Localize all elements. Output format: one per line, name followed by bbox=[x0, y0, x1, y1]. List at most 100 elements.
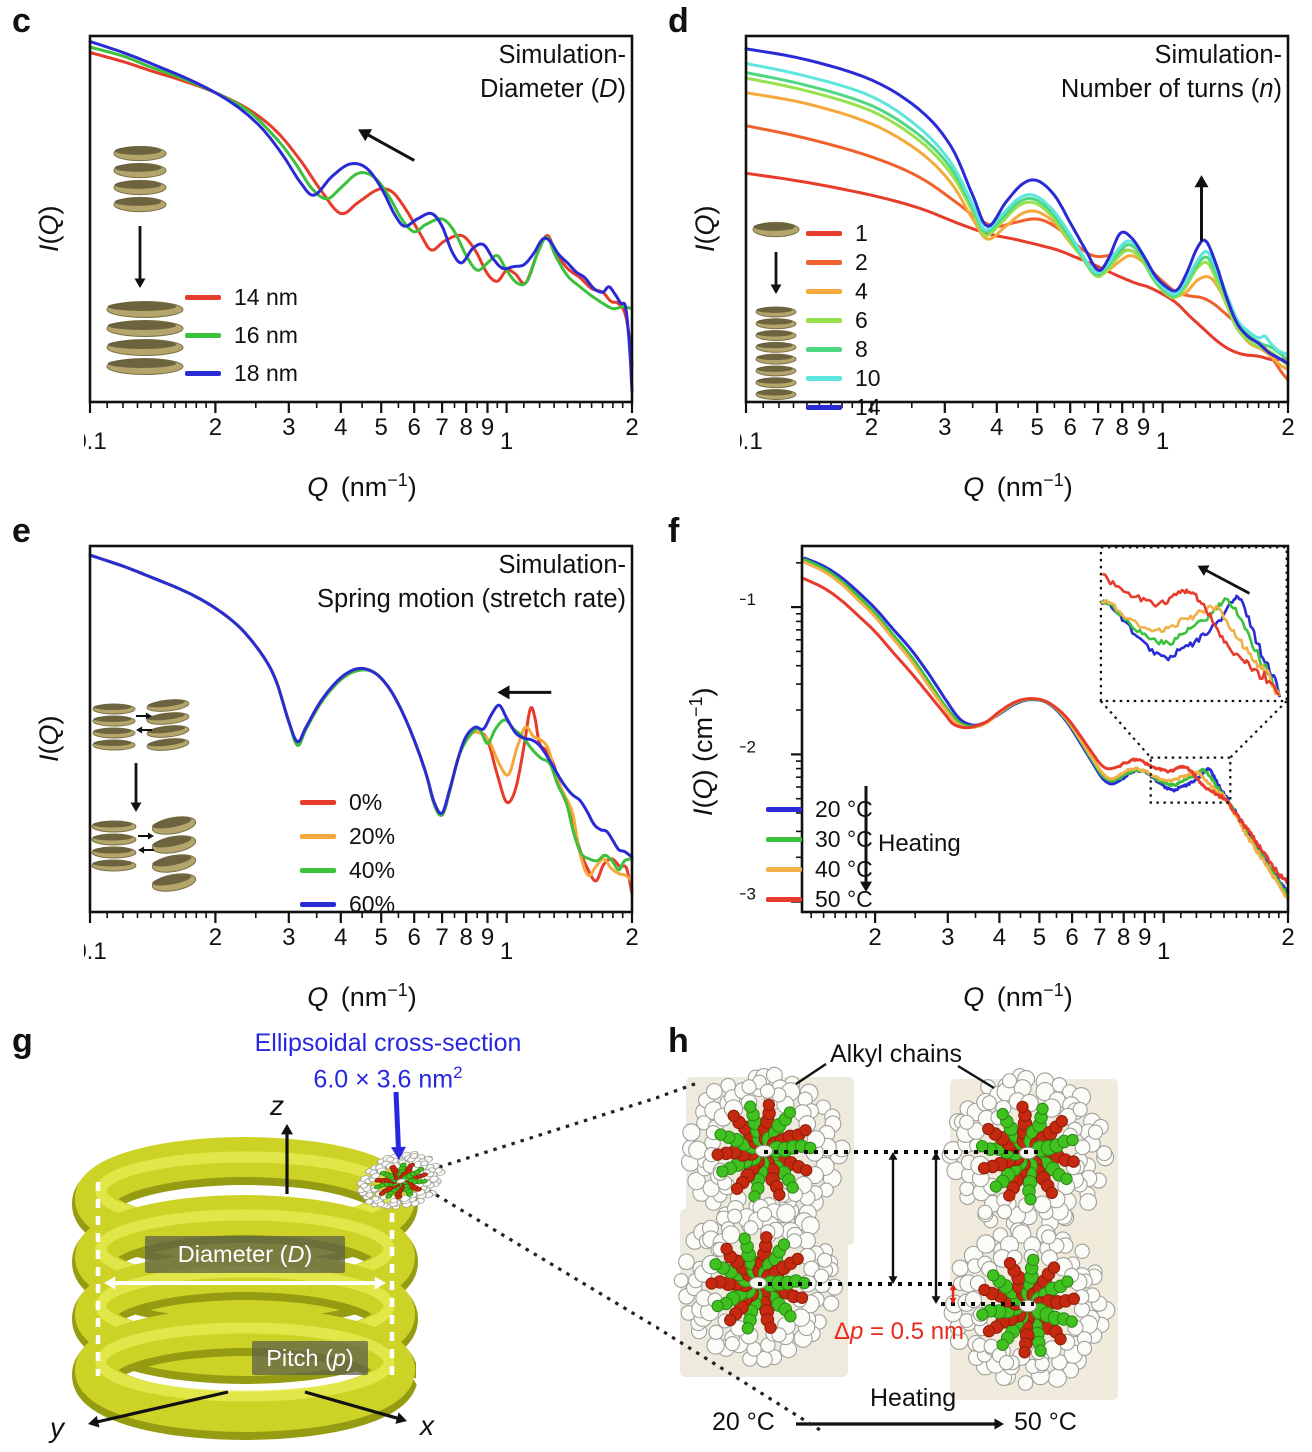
arrowhead bbox=[374, 1276, 386, 1290]
x-axis-label: Q (nm−1) bbox=[963, 470, 1073, 502]
panel-letter-e: e bbox=[12, 512, 31, 550]
alkyl-chains-label: Alkyl chains bbox=[830, 1040, 962, 1068]
x-axis-label: x bbox=[420, 1410, 434, 1441]
x-tick-label: 4 bbox=[334, 414, 347, 441]
x-tick-label: 2 bbox=[209, 924, 222, 951]
x-tick-label: 1 bbox=[500, 938, 513, 965]
legend-swatch bbox=[806, 376, 842, 381]
x-tick-label: 9 bbox=[481, 414, 494, 441]
x-tick-label: 2 bbox=[1281, 924, 1294, 951]
legend-turns: 1 2 4 6 8 10 14 bbox=[806, 220, 881, 421]
x-tick-label: 3 bbox=[282, 924, 295, 951]
x-tick-label: 8 bbox=[1116, 414, 1129, 441]
y-tick-label: 10−2 bbox=[740, 737, 756, 769]
x-tick-label: 0.1 bbox=[84, 428, 107, 455]
legend-item: 16 nm bbox=[185, 322, 298, 349]
legend-label: 20% bbox=[349, 823, 396, 849]
legend-swatch bbox=[766, 807, 802, 812]
x-tick-label: 5 bbox=[1033, 924, 1046, 951]
x-tick-label: 5 bbox=[375, 414, 388, 441]
molecular-cross-section bbox=[673, 1198, 843, 1368]
legend-item: 30 °C bbox=[766, 826, 873, 853]
chart-title: Simulation- Diameter (D) bbox=[480, 41, 626, 103]
legend-swatch bbox=[806, 289, 842, 294]
x-tick-label: 2 bbox=[1281, 414, 1294, 441]
molecular-cross-section bbox=[943, 1222, 1116, 1391]
x-tick-label: 8 bbox=[460, 414, 473, 441]
spring-icon bbox=[755, 306, 797, 400]
series-50-C bbox=[800, 576, 1290, 885]
legend-swatch bbox=[806, 318, 842, 323]
molecular-cross-section bbox=[941, 1068, 1115, 1238]
legend-item: 10 bbox=[806, 365, 881, 392]
arrowhead bbox=[949, 1284, 957, 1291]
arrowhead bbox=[395, 1412, 407, 1424]
arrowhead bbox=[888, 1276, 898, 1284]
legend-label: 50 °C bbox=[815, 886, 873, 912]
x-tick-label: 5 bbox=[1031, 414, 1044, 441]
legend-item: 60% bbox=[300, 891, 395, 918]
legend-swatch bbox=[806, 260, 842, 265]
arrowhead bbox=[145, 712, 152, 720]
x-tick-label: 1 bbox=[1156, 428, 1169, 455]
arrow-line bbox=[94, 1390, 229, 1425]
arrowhead bbox=[860, 881, 872, 892]
series-16-nm bbox=[88, 45, 634, 311]
arrowhead bbox=[147, 832, 154, 840]
legend-label: 1 bbox=[855, 220, 868, 246]
panel-letter-d: d bbox=[668, 2, 689, 40]
series-1 bbox=[744, 171, 1290, 362]
heating-label: Heating bbox=[870, 1384, 957, 1412]
legend-item: 2 bbox=[806, 249, 881, 276]
arrow-line bbox=[304, 1390, 402, 1421]
legend-label: 40 °C bbox=[815, 856, 873, 882]
legend-swatch bbox=[300, 902, 336, 907]
delta-p-label: Δp = 0.5 nm bbox=[833, 1318, 965, 1345]
inset-series-30-C bbox=[1099, 597, 1281, 695]
legend-label: 18 nm bbox=[234, 360, 298, 386]
x-tick-label: 2 bbox=[868, 924, 881, 951]
plot-frame bbox=[88, 34, 634, 404]
x-tick-label: 7 bbox=[435, 414, 448, 441]
molecular-cross-section bbox=[356, 1150, 446, 1210]
spring-icon bbox=[92, 703, 136, 751]
panel-letter-h: h bbox=[668, 1022, 689, 1060]
x-tick-label: 3 bbox=[282, 414, 295, 441]
x-tick-label: 0.1 bbox=[740, 428, 763, 455]
legend-label: 2 bbox=[855, 249, 868, 275]
ellipsoidal-cross-section-label: Ellipsoidal cross-section 6.0 × 3.6 nm2 bbox=[254, 1029, 522, 1094]
y-axis-label: I(Q) bbox=[34, 205, 64, 252]
arrowhead bbox=[281, 1124, 293, 1135]
diameter-label: Diameter (D) bbox=[145, 1236, 345, 1273]
legend-item: 40 °C bbox=[766, 856, 873, 883]
x-tick-label: 9 bbox=[481, 924, 494, 951]
x-tick-label: 6 bbox=[1065, 924, 1078, 951]
y-axis-label: y bbox=[50, 1412, 64, 1443]
x-tick-label: 2 bbox=[209, 414, 222, 441]
legend-swatch bbox=[300, 834, 336, 839]
arrowhead bbox=[413, 1378, 423, 1387]
series-60% bbox=[88, 553, 634, 859]
arrowhead bbox=[391, 1146, 406, 1160]
zoom-connector-upper bbox=[429, 1096, 656, 1172]
zoom-inset bbox=[1099, 546, 1288, 804]
legend-stretch: 0% 20% 40% 60% bbox=[300, 789, 395, 918]
legend-label: 40% bbox=[349, 857, 396, 883]
x-tick-label: 4 bbox=[990, 414, 1003, 441]
x-tick-label: 8 bbox=[1117, 924, 1130, 951]
legend-diameter: 14 nm 16 nm 18 nm bbox=[185, 284, 298, 387]
arrowhead bbox=[497, 685, 510, 700]
arrowhead bbox=[770, 284, 782, 294]
inset-series-20-C bbox=[1100, 594, 1282, 698]
pitch-label: Pitch (p) bbox=[252, 1341, 368, 1375]
temperature-20C-label: 20 °C bbox=[712, 1408, 775, 1436]
arrowhead bbox=[104, 1276, 116, 1290]
plot-frame bbox=[800, 544, 1290, 914]
